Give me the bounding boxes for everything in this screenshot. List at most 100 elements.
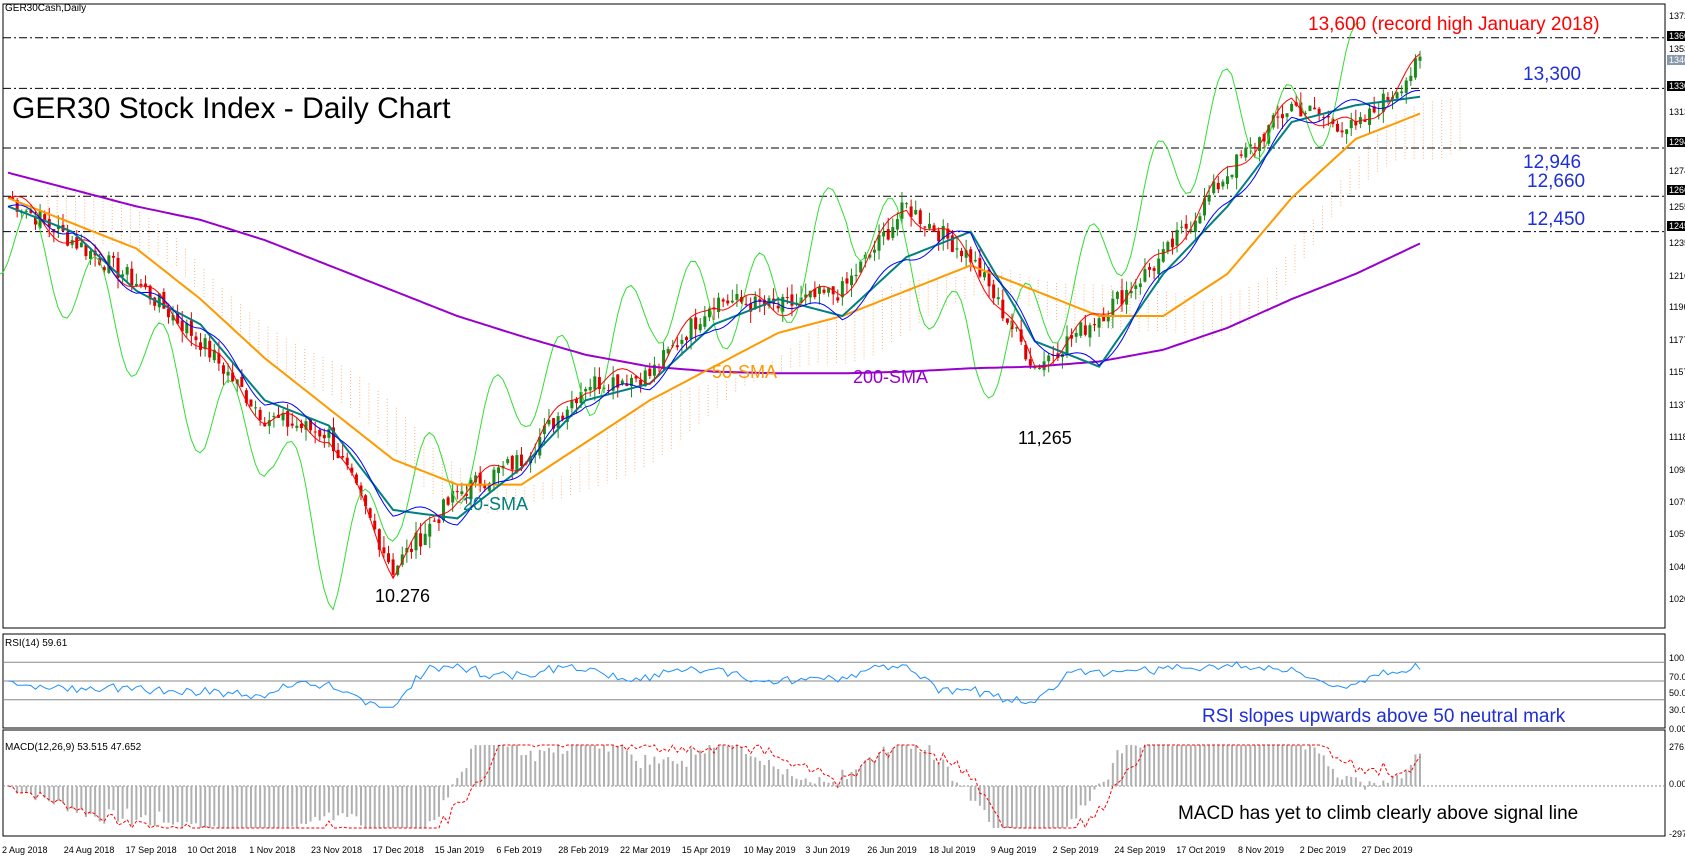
- candle-body: [872, 249, 876, 253]
- candle-body: [125, 267, 129, 275]
- candle-body: [212, 349, 216, 361]
- candle-body: [960, 250, 964, 257]
- candle-body: [281, 412, 285, 421]
- candle-body: [240, 376, 244, 387]
- candle-body: [506, 459, 510, 464]
- sma200-line: [7, 171, 1421, 375]
- candle-body: [850, 275, 854, 286]
- price-tick: 10597.78: [1669, 529, 1685, 539]
- candle-body: [290, 423, 294, 426]
- candle-body: [322, 435, 326, 439]
- candle-body: [726, 300, 730, 304]
- candle-body: [432, 520, 436, 522]
- candle-body: [176, 313, 180, 324]
- candle-body: [1225, 176, 1229, 184]
- candle-body: [694, 317, 698, 330]
- level-label-12450: 12,450: [1527, 209, 1586, 230]
- candle-body: [66, 232, 70, 246]
- candle-body: [254, 407, 258, 409]
- candle-body: [1184, 223, 1188, 229]
- x-axis-label: 23 Nov 2018: [311, 845, 363, 855]
- candle-body: [776, 305, 780, 309]
- candle-body: [15, 199, 19, 212]
- candle-body: [166, 308, 170, 318]
- candle-body: [1322, 117, 1326, 119]
- candle-body: [446, 497, 450, 505]
- candle-body: [419, 533, 423, 547]
- candle-body: [882, 232, 886, 237]
- candle-body: [121, 274, 125, 277]
- candle-body: [1221, 181, 1225, 187]
- candle-body: [1166, 241, 1170, 252]
- candle-body: [153, 297, 157, 306]
- candle-body: [937, 230, 941, 242]
- x-axis-label: 17 Dec 2018: [372, 845, 424, 855]
- candle-body: [868, 254, 872, 258]
- chart-title: GER30 Stock Index - Daily Chart: [12, 92, 451, 125]
- rsi-title: RSI(14) 59.61: [5, 638, 68, 649]
- candle-body: [327, 429, 331, 438]
- candle-body: [1313, 107, 1317, 110]
- candle-body: [662, 350, 666, 370]
- candle-body: [194, 336, 198, 341]
- sma50-label: 50-SMA: [712, 362, 778, 382]
- symbol-label: GER30Cash,Daily: [5, 3, 87, 14]
- candle-body: [79, 242, 83, 248]
- x-axis-label: 22 Mar 2019: [620, 845, 671, 855]
- x-axis-label: 17 Sep 2018: [125, 845, 177, 855]
- level-label-13300: 13,300: [1523, 64, 1582, 85]
- candle-body: [1111, 298, 1115, 318]
- candle-body: [918, 210, 922, 224]
- candle-body: [845, 278, 849, 284]
- candle-body: [1349, 120, 1353, 129]
- candle-body: [373, 520, 377, 530]
- candle-body: [914, 210, 918, 215]
- candle-body: [593, 376, 597, 390]
- candle-body: [854, 274, 858, 277]
- candle-body: [1276, 116, 1280, 118]
- macd-panel: [3, 744, 1665, 829]
- candle-body: [304, 421, 308, 430]
- candle-body: [217, 353, 221, 364]
- candle-body: [611, 377, 615, 391]
- candle-body: [574, 398, 578, 404]
- candle-body: [309, 418, 313, 431]
- candle-body: [1290, 104, 1294, 112]
- candle-body: [817, 286, 821, 294]
- macd-panel-frame: [2, 729, 1666, 837]
- candle-body: [400, 554, 404, 565]
- candle-body: [1280, 114, 1284, 119]
- candle-body: [244, 390, 248, 403]
- candle-body: [1024, 344, 1028, 360]
- x-axis-label: 17 Oct 2019: [1176, 845, 1226, 855]
- candle-body: [1340, 130, 1344, 133]
- candle-body: [1262, 134, 1266, 142]
- candle-body: [597, 377, 601, 390]
- candle-body: [717, 297, 721, 312]
- candle-body: [950, 235, 954, 252]
- candle-body: [625, 383, 629, 386]
- candle-body: [992, 284, 996, 299]
- candle-body: [620, 380, 624, 385]
- sma20-line: [7, 95, 1421, 520]
- candle-body: [483, 484, 487, 489]
- candle-body: [684, 337, 688, 341]
- candle-body: [721, 299, 725, 302]
- candle-body: [180, 320, 184, 332]
- candle-body: [1207, 194, 1211, 202]
- candle-body: [840, 281, 844, 298]
- candle-body: [1083, 325, 1087, 335]
- candle-body: [1303, 112, 1307, 115]
- candle-body: [538, 436, 542, 456]
- candle-body: [616, 374, 620, 388]
- candle-body: [474, 475, 478, 483]
- candle-body: [781, 296, 785, 312]
- candle-body: [1070, 335, 1074, 339]
- candle-body: [584, 388, 588, 392]
- x-axis-label: 6 Feb 2019: [496, 845, 542, 855]
- price-tick: 13726.10: [1669, 11, 1685, 21]
- rsi-tick: 50.00: [1669, 688, 1685, 698]
- x-axis-label: 27 Dec 2019: [1361, 845, 1413, 855]
- candle-body: [203, 338, 207, 350]
- candle-body: [753, 296, 757, 310]
